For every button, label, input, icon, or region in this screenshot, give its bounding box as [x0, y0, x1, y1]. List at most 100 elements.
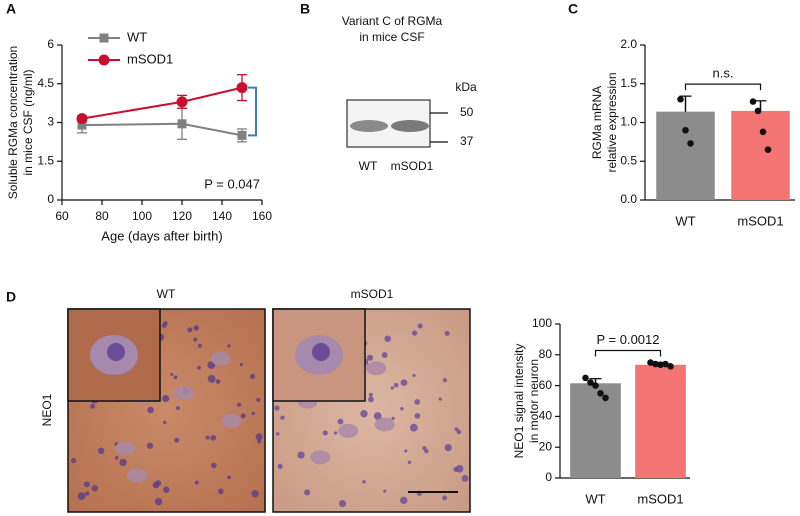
series-line: [81, 122, 243, 137]
data-point: [682, 126, 689, 134]
data-point: [647, 359, 654, 366]
x-tick-label: 60: [55, 209, 69, 223]
nucleus: [373, 412, 382, 420]
nucleus: [438, 397, 442, 401]
nucleus: [194, 480, 199, 485]
nucleus: [422, 446, 427, 451]
data-point: [582, 374, 589, 382]
y-axis-label: relative expression: [605, 72, 619, 172]
nucleus: [251, 490, 259, 498]
nucleus: [393, 383, 399, 388]
nucleus: [275, 432, 280, 436]
nucleus: [381, 352, 388, 358]
marker: [176, 96, 188, 108]
micrograph: [272, 308, 471, 513]
nucleus: [154, 497, 163, 506]
nucleus: [444, 444, 452, 452]
data-point: [759, 128, 767, 136]
marker: [237, 130, 247, 140]
nucleus: [383, 489, 387, 493]
legend-marker: [99, 33, 109, 43]
nucleus: [210, 434, 217, 441]
nucleus: [211, 462, 217, 469]
x-axis-label: Age (days after birth): [101, 228, 222, 243]
nucleus: [456, 429, 462, 435]
y-axis-label: NEO1 signal intensity: [512, 344, 526, 459]
nucleus: [114, 456, 119, 460]
bracket: [594, 349, 662, 357]
nucleus: [400, 407, 404, 411]
panel-label: A: [6, 1, 16, 17]
nucleus: [337, 418, 344, 425]
inset-nucleus: [107, 343, 125, 361]
marker: [76, 113, 88, 125]
nucleus: [187, 327, 193, 333]
nucleus: [146, 442, 154, 449]
nucleus: [322, 430, 328, 436]
y-tick-label: 1.5: [620, 76, 637, 90]
neuron: [374, 417, 395, 432]
column-label: WT: [157, 287, 176, 301]
blot-band: [391, 120, 429, 132]
p-value: P = 0.047: [204, 176, 260, 191]
neuron: [338, 423, 359, 438]
nucleus: [217, 488, 224, 495]
marker: [236, 82, 248, 94]
blot-title: Variant C of RGMa: [342, 14, 443, 28]
y-tick-label: 0.0: [620, 192, 637, 206]
nucleus: [91, 485, 98, 492]
nucleus: [215, 379, 221, 384]
data-point: [592, 382, 599, 389]
data-point: [652, 360, 659, 368]
nucleus: [304, 489, 311, 496]
y-tick-label: 0: [545, 470, 552, 484]
blot-unit: kDa: [455, 80, 477, 94]
data-point: [662, 360, 669, 368]
data-point: [764, 146, 772, 153]
legend-label: WT: [127, 29, 147, 44]
nucleus: [256, 397, 261, 402]
y-tick-label: 4.5: [37, 76, 54, 90]
bracket: [684, 83, 762, 91]
nucleus: [333, 431, 338, 435]
nucleus: [400, 379, 408, 387]
marker: [77, 120, 87, 130]
bar: [656, 111, 715, 200]
nucleus: [404, 449, 408, 453]
nucleus: [77, 492, 86, 501]
nucleus: [368, 396, 374, 403]
bracket: [248, 86, 257, 137]
y-tick-label: 1.0: [620, 115, 637, 129]
bar: [570, 383, 621, 478]
x-tick-label: mSOD1: [737, 213, 783, 228]
nucleus: [362, 480, 366, 484]
row-label: NEO1: [40, 393, 54, 426]
micrographs: [67, 308, 471, 513]
nucleus: [84, 491, 90, 496]
x-tick-label: 80: [95, 209, 109, 223]
nucleus: [174, 437, 180, 443]
blot-title: in mice CSF: [359, 30, 424, 44]
panel-label: B: [300, 1, 310, 17]
nucleus: [417, 323, 423, 329]
y-tick-label: 6: [47, 37, 54, 51]
bar: [635, 364, 686, 478]
nucleus: [454, 427, 459, 432]
y-axis-label: in mice CSF (ng/ml): [21, 69, 35, 175]
x-tick-label: 160: [252, 209, 272, 223]
y-axis-label: RGMa mRNA: [590, 86, 604, 159]
nucleus: [455, 464, 464, 473]
nucleus: [163, 486, 170, 493]
nucleus: [249, 373, 256, 379]
nucleus: [444, 330, 450, 336]
x-tick-label: 140: [212, 209, 232, 223]
nucleus: [173, 375, 178, 380]
nucleus: [162, 394, 170, 403]
marker-label: 37: [460, 134, 474, 148]
lane-label: WT: [359, 159, 378, 173]
y-tick-label: 60: [539, 378, 553, 392]
data-point: [677, 95, 684, 103]
y-axis-label: in motor neuron: [527, 359, 541, 443]
data-point: [597, 390, 604, 397]
nucleus: [360, 410, 368, 418]
